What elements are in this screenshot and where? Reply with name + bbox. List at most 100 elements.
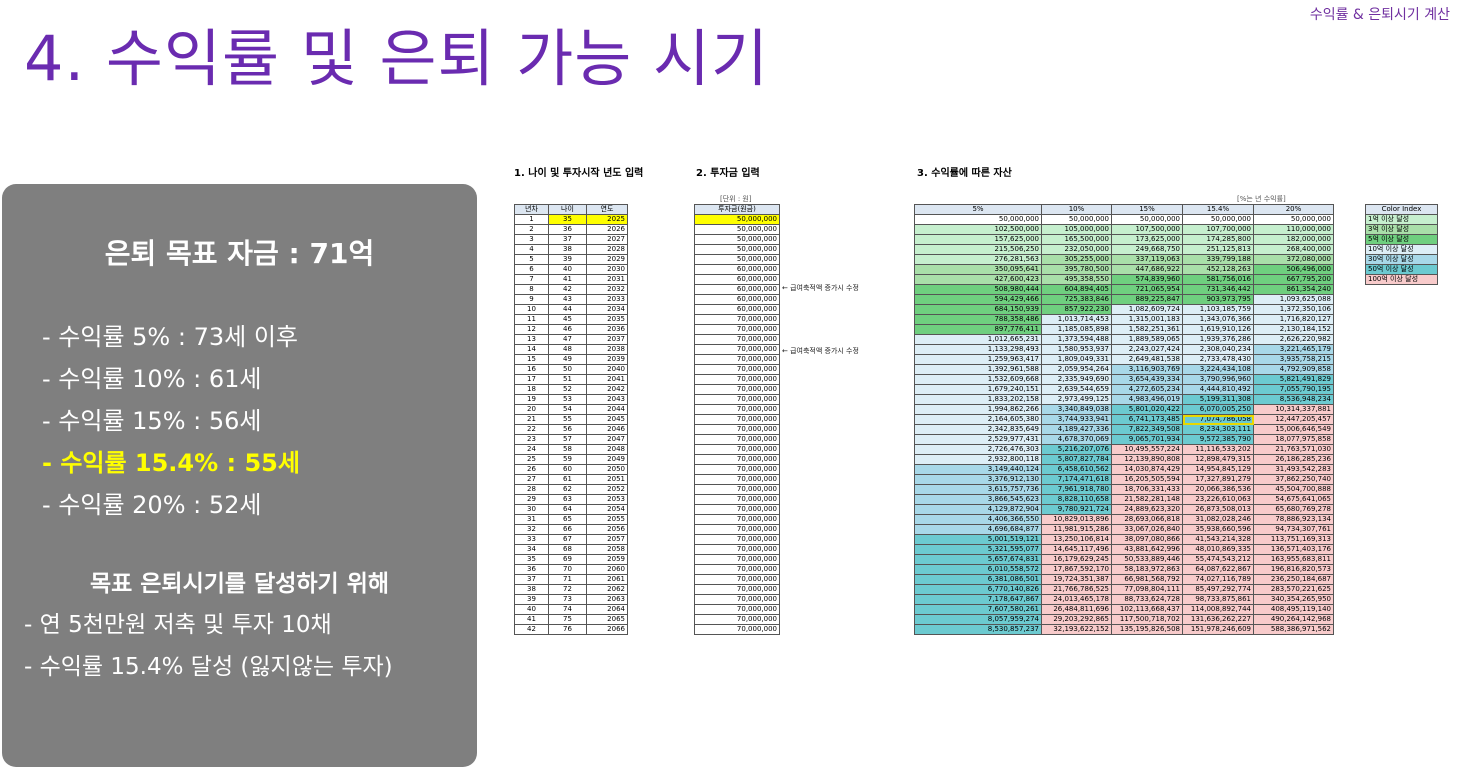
investment-cell: 70,000,000 [694, 544, 780, 555]
asset-cell: 5,821,491,829 [1253, 374, 1334, 385]
return-rate-item: - 수익률 15% : 56세 [42, 407, 262, 435]
table-row: 60,000,000 [694, 284, 780, 295]
asset-cell: 105,000,000 [1041, 224, 1112, 235]
investment-cell: 70,000,000 [694, 564, 780, 575]
table-row: 70,000,000 [694, 374, 780, 385]
asset-cell: 50,000,000 [914, 214, 1042, 225]
table-row: 3,615,757,736 7,961,918,780 18,706,331,433… [914, 484, 1334, 495]
return-rate-item: - 수익률 20% : 52세 [42, 491, 262, 519]
investment-cell: 70,000,000 [694, 414, 780, 425]
year-cell: 2029 [586, 254, 628, 265]
asset-cell: 7,074,786,058 [1182, 414, 1254, 425]
color-index-item: 3억 이상 달성 [1365, 224, 1438, 235]
table-row: 70,000,000 [694, 544, 780, 555]
age-cell: 42 [548, 284, 587, 295]
asset-cell: 5,807,827,784 [1041, 454, 1112, 465]
year-index-cell: 24 [514, 444, 549, 455]
table-row: 5,657,674,831 16,179,629,245 50,533,889,44… [914, 554, 1334, 565]
age-cell: 74 [548, 604, 587, 615]
age-cell: 46 [548, 324, 587, 335]
asset-cell: 43,881,642,996 [1111, 544, 1183, 555]
asset-cell: 19,724,351,387 [1041, 574, 1112, 585]
asset-cell: 26,873,508,013 [1182, 504, 1254, 515]
asset-cell: 182,000,000 [1253, 234, 1334, 245]
asset-cell: 16,179,629,245 [1041, 554, 1112, 565]
col-header: 15.4% [1182, 204, 1254, 215]
year-index-cell: 18 [514, 384, 549, 395]
age-cell: 68 [548, 544, 587, 555]
asset-cell: 725,383,846 [1041, 294, 1112, 305]
table-row: 4,696,684,877 11,981,915,286 33,067,026,84… [914, 524, 1334, 535]
color-index-item: 50억 이상 달성 [1365, 264, 1438, 275]
year-index-cell: 3 [514, 234, 549, 245]
age-cell: 40 [548, 264, 587, 275]
asset-cell: 1,582,251,361 [1111, 324, 1183, 335]
table-row: 70,000,000 [694, 324, 780, 335]
table-row: 5,321,595,077 14,645,117,496 43,881,642,99… [914, 544, 1334, 555]
asset-cell: 5,801,020,422 [1111, 404, 1183, 415]
asset-cell: 1,889,589,065 [1111, 334, 1183, 345]
asset-cell: 173,625,000 [1111, 234, 1183, 245]
asset-cell: 3,790,996,960 [1182, 374, 1254, 385]
asset-cell: 5,216,207,076 [1041, 444, 1112, 455]
year-cell: 2049 [586, 454, 628, 465]
asset-cell: 1,315,001,183 [1111, 314, 1183, 325]
unit-note-rate: [%는 년 수익률] [1237, 195, 1286, 203]
investment-cell: 70,000,000 [694, 394, 780, 405]
age-cell: 48 [548, 344, 587, 355]
asset-cell: 1,833,202,158 [914, 394, 1042, 405]
table-row: 8,530,857,237 32,193,622,152 135,195,826,5… [914, 624, 1334, 635]
return-rate-list: - 수익률 5% : 73세 이후 - 수익률 10% : 61세 - 수익률 … [42, 316, 300, 526]
investment-cell: 70,000,000 [694, 444, 780, 455]
asset-cell: 50,000,000 [1182, 214, 1254, 225]
year-index-cell: 36 [514, 564, 549, 575]
asset-cell: 1,259,963,417 [914, 354, 1042, 365]
asset-cell: 117,500,718,702 [1111, 614, 1183, 625]
asset-cell: 4,189,427,336 [1041, 424, 1112, 435]
investment-cell: 70,000,000 [694, 484, 780, 495]
asset-cell: 1,716,820,127 [1253, 314, 1334, 325]
table-row: 70,000,000 [694, 444, 780, 455]
asset-cell: 7,178,647,867 [914, 594, 1042, 605]
asset-cell: 3,221,465,179 [1253, 344, 1334, 355]
year-index-cell: 19 [514, 394, 549, 405]
year-index-cell: 27 [514, 474, 549, 485]
asset-cell: 4,983,496,019 [1111, 394, 1183, 405]
age-cell: 43 [548, 294, 587, 305]
asset-cell: 2,164,605,380 [914, 414, 1042, 425]
asset-cell: 17,867,592,170 [1041, 564, 1112, 575]
asset-cell: 38,097,080,866 [1111, 534, 1183, 545]
age-cell: 66 [548, 524, 587, 535]
year-cell: 2034 [586, 304, 628, 315]
asset-cell: 1,580,953,937 [1041, 344, 1112, 355]
asset-cell: 113,751,169,313 [1253, 534, 1334, 545]
asset-cell: 6,741,173,485 [1111, 414, 1183, 425]
asset-cell: 21,766,786,525 [1041, 584, 1112, 595]
asset-cell: 3,149,440,124 [914, 464, 1042, 475]
year-index-cell: 4 [514, 244, 549, 255]
asset-cell: 24,013,465,178 [1041, 594, 1112, 605]
table-row: 70,000,000 [694, 564, 780, 575]
asset-cell: 24,889,623,320 [1111, 504, 1183, 515]
table-row: 70,000,000 [694, 594, 780, 605]
asset-cell: 6,070,005,250 [1182, 404, 1254, 415]
table-row: 1,679,240,151 2,639,544,659 4,272,605,234 4… [914, 384, 1334, 395]
table-row: 16 50 2040 [514, 364, 628, 375]
asset-cell: 3,654,439,334 [1111, 374, 1183, 385]
table-row: 70,000,000 [694, 624, 780, 635]
table-row: 26 60 2050 [514, 464, 628, 475]
asset-cell: 268,400,000 [1253, 244, 1334, 255]
table-row: 10 44 2034 [514, 304, 628, 315]
table-row: 1,833,202,158 2,973,499,125 4,983,496,019 5… [914, 394, 1334, 405]
table-row: 22 56 2046 [514, 424, 628, 435]
asset-cell: 74,027,116,789 [1182, 574, 1254, 585]
asset-cell: 66,981,568,792 [1111, 574, 1183, 585]
asset-cell: 2,243,027,424 [1111, 344, 1183, 355]
age-cell: 69 [548, 554, 587, 565]
table-row: 24 58 2048 [514, 444, 628, 455]
table-row: 276,281,563 305,255,000 337,119,063 339,799… [914, 254, 1334, 265]
asset-cell: 276,281,563 [914, 254, 1042, 265]
asset-table: 5% 10% 15% 15.4% 20% 50,000,000 50,000,00… [914, 204, 1334, 635]
asset-cell: 37,862,250,740 [1253, 474, 1334, 485]
asset-cell: 721,065,954 [1111, 284, 1183, 295]
